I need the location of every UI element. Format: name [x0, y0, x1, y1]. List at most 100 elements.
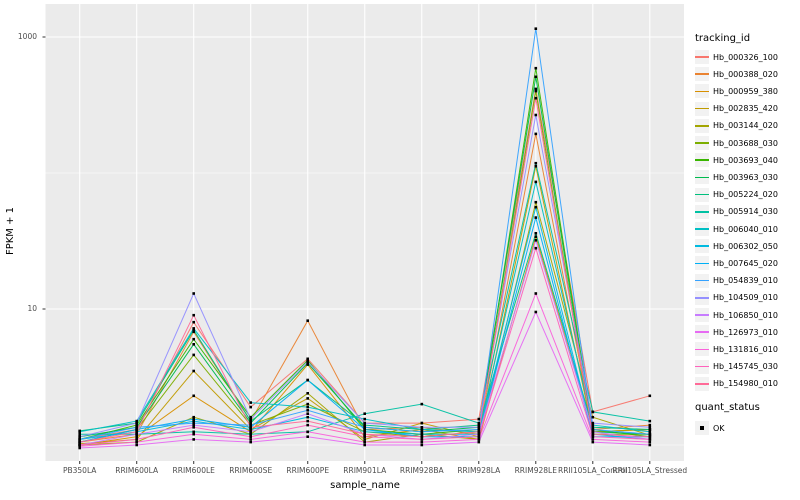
data-point — [135, 443, 138, 447]
legend-item-Hb_131816_010: Hb_131816_010 — [695, 341, 778, 357]
data-point — [363, 435, 366, 438]
x-tick-label: RRIM600SE — [229, 466, 273, 475]
data-point — [306, 435, 309, 438]
data-point — [192, 369, 195, 373]
data-point — [192, 313, 195, 317]
data-point — [534, 216, 538, 219]
legend-item-Hb_145745_030: Hb_145745_030 — [695, 359, 778, 375]
data-point — [306, 357, 309, 361]
legend-item-label: Hb_000326_100 — [713, 52, 778, 62]
data-point — [477, 428, 481, 431]
legend-item-Hb_003144_020: Hb_003144_020 — [695, 118, 778, 134]
data-point — [534, 113, 538, 117]
data-point — [135, 423, 138, 427]
legend-key-box — [695, 50, 709, 64]
legend-item-label: Hb_006040_010 — [713, 224, 778, 234]
data-point — [192, 426, 195, 429]
data-point — [648, 430, 652, 434]
x-tick-label: RRIM600LA — [115, 466, 159, 475]
legend-key-box — [695, 376, 709, 391]
legend-item-Hb_002835_420: Hb_002835_420 — [695, 101, 778, 117]
x-tick-label: RRIM928LE — [514, 466, 557, 475]
legend-item-Hb_000388_020: Hb_000388_020 — [695, 66, 778, 82]
legend-line-swatch — [695, 297, 709, 299]
data-point — [192, 415, 195, 419]
legend-key-box — [695, 290, 709, 305]
data-point — [192, 394, 195, 398]
data-point — [363, 430, 366, 434]
data-point — [591, 421, 595, 425]
legend-item-label: Hb_000388_020 — [713, 69, 778, 79]
data-point — [135, 428, 138, 431]
legend-item-Hb_006040_010: Hb_006040_010 — [695, 221, 778, 237]
data-point — [648, 443, 652, 447]
data-point — [648, 428, 652, 431]
legend-line-swatch — [695, 245, 709, 247]
data-point — [534, 200, 538, 204]
data-point — [420, 426, 424, 429]
data-point — [135, 419, 138, 423]
data-point — [534, 89, 538, 93]
legend-key-box — [695, 170, 709, 185]
legend-item-label: Hb_106850_010 — [713, 310, 778, 320]
legend-key-box — [695, 84, 709, 99]
data-point — [420, 402, 424, 406]
data-point — [591, 438, 595, 441]
data-point — [534, 292, 538, 295]
data-point — [591, 432, 595, 436]
data-point — [591, 428, 595, 431]
y-tick-label: 1000 — [17, 32, 37, 41]
data-point — [306, 415, 309, 419]
data-point — [591, 423, 595, 427]
y-axis-title: FPKM + 1 — [5, 206, 16, 256]
data-point — [534, 232, 538, 235]
data-point — [78, 446, 81, 450]
legend-key-box — [695, 325, 709, 340]
data-point — [363, 432, 366, 436]
data-point — [591, 430, 595, 434]
legend-item-Hb_106850_010: Hb_106850_010 — [695, 307, 778, 323]
legend-line-swatch — [695, 211, 709, 213]
data-point — [420, 421, 424, 425]
data-point — [477, 432, 481, 436]
data-point — [135, 438, 138, 441]
data-point — [249, 415, 252, 419]
legend-line-swatch — [695, 383, 709, 385]
legend-item-label: Hb_003688_030 — [713, 138, 778, 148]
data-point — [591, 440, 595, 444]
data-point — [648, 435, 652, 438]
data-point — [306, 409, 309, 412]
legend-key-box — [695, 421, 709, 435]
data-point — [420, 430, 424, 434]
data-point — [249, 432, 252, 436]
ok-point-icon — [700, 426, 704, 430]
legend-item-Hb_005914_030: Hb_005914_030 — [695, 204, 778, 220]
data-point — [192, 432, 195, 436]
legend-item-ok: OK — [695, 420, 725, 436]
data-point — [192, 327, 195, 330]
data-point — [192, 320, 195, 324]
data-point — [477, 417, 481, 421]
legend-key-box — [695, 256, 709, 271]
x-tick-label: RRIM901LA — [343, 466, 387, 475]
legend-key-box — [695, 187, 709, 202]
legend-item-Hb_003688_030: Hb_003688_030 — [695, 135, 778, 151]
legend-item-label: Hb_145745_030 — [713, 362, 778, 372]
data-point — [78, 440, 81, 444]
data-point — [648, 432, 652, 436]
data-point — [534, 310, 538, 314]
data-point — [534, 165, 538, 168]
legend-key-box — [695, 239, 709, 254]
data-point — [135, 430, 138, 434]
data-point — [534, 235, 538, 238]
data-point — [648, 438, 652, 441]
data-point — [135, 440, 138, 444]
legend-item-label: Hb_002835_420 — [713, 104, 778, 114]
data-point — [534, 161, 538, 165]
data-point — [534, 75, 538, 79]
legend-key-box — [695, 342, 709, 357]
legend-key-box — [695, 359, 709, 374]
data-point — [363, 438, 366, 441]
data-point — [192, 337, 195, 341]
legend-line-swatch — [695, 193, 709, 196]
